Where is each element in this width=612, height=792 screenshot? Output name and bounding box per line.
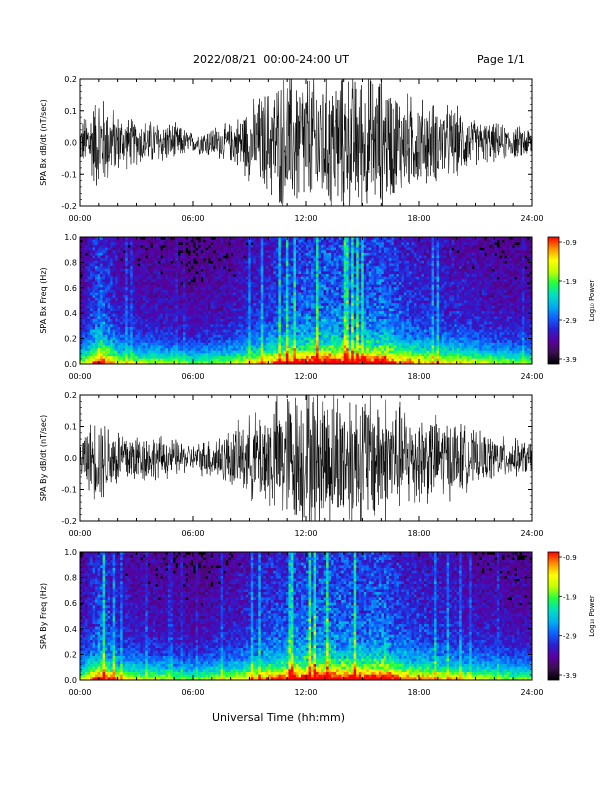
x-tick-label: 00:00 [68, 214, 91, 223]
colorbar-tick-label: -2.9 [563, 633, 577, 641]
y-axis-title: SPA By Freq (Hz) [39, 583, 48, 649]
figure-title: 2022/08/21 00:00-24:00 UT [193, 53, 350, 66]
x-tick-label: 00:00 [68, 529, 91, 538]
x-tick-label: 18:00 [407, 688, 430, 697]
y-tick-label: 0.8 [64, 574, 77, 583]
bx-spectrogram-plot [79, 236, 533, 365]
y-tick-label: 0.2 [64, 650, 77, 659]
y-axis-title: SPA By dB/dt (nT/sec) [39, 415, 48, 502]
y-tick-label: 0.1 [64, 107, 77, 116]
x-tick-label: 12:00 [294, 372, 317, 381]
x-tick-label: 00:00 [68, 372, 91, 381]
waveform-series [80, 395, 532, 521]
colorbar-bx-spectrogram: -0.9 -1.9 -2.9 -3.9 Log₁₀ Power [547, 236, 596, 365]
x-axis-bx-waveform: 00:00 06:00 12:00 18:00 24:00 [68, 79, 544, 223]
y-tick-label: -0.2 [61, 517, 77, 526]
colorbar-by-spectrogram: -0.9 -1.9 -2.9 -3.9 Log₁₀ Power [547, 551, 596, 681]
x-tick-label: 06:00 [181, 372, 204, 381]
by-waveform-plot [79, 394, 533, 522]
y-tick-label: -0.2 [61, 202, 77, 211]
y-tick-label: 0.0 [64, 360, 77, 369]
y-tick-label: 0.4 [64, 625, 77, 634]
y-tick-label: 0.2 [64, 75, 77, 84]
x-tick-label: 06:00 [181, 214, 204, 223]
bx-waveform-plot [79, 78, 533, 207]
y-tick-label: 0.6 [64, 284, 77, 293]
colorbar-title: Log₁₀ Power [588, 595, 596, 637]
x-axis-title: Universal Time (hh:mm) [212, 711, 345, 724]
x-tick-label: 12:00 [294, 529, 317, 538]
y-tick-label: 0.6 [64, 599, 77, 608]
y-tick-label: 0.0 [64, 454, 77, 463]
x-tick-label: 12:00 [294, 688, 317, 697]
colorbar-tick-label: -2.9 [563, 317, 577, 325]
spectrogram-cells [80, 552, 533, 681]
x-tick-label: 18:00 [407, 214, 430, 223]
y-axis-by-spectrogram: 1.0 0.8 0.6 0.4 0.2 0.0 SPA By Freq (Hz) [39, 548, 532, 685]
x-tick-label: 24:00 [520, 529, 543, 538]
colorbar-tick-label: -3.9 [563, 356, 577, 364]
y-axis-title: SPA Bx dB/dt (nT/sec) [39, 99, 48, 186]
y-tick-label: 0.0 [64, 139, 77, 148]
colorbar-gradient [547, 551, 560, 681]
y-tick-label: 1.0 [64, 233, 77, 242]
colorbar-tick-label: -1.9 [563, 278, 577, 286]
y-tick-label: 0.8 [64, 258, 77, 267]
y-tick-label: 0.2 [64, 335, 77, 344]
x-axis-by-spectrogram: 00:00 06:00 12:00 18:00 24:00 [68, 552, 544, 697]
spectrogram-cells [80, 237, 533, 365]
y-axis-by-waveform: 0.2 0.1 0.0 -0.1 -0.2 SPA By dB/dt (nT/sec) [39, 391, 532, 526]
y-tick-label: 0.1 [64, 423, 77, 432]
x-tick-label: 18:00 [407, 529, 430, 538]
x-tick-label: 24:00 [520, 372, 543, 381]
x-tick-label: 06:00 [181, 688, 204, 697]
waveform-series [80, 79, 532, 206]
x-axis-bx-spectrogram: 00:00 06:00 12:00 18:00 24:00 [68, 237, 544, 381]
y-tick-label: -0.1 [61, 170, 77, 179]
page-indicator: Page 1/1 [477, 53, 525, 66]
x-tick-label: 18:00 [407, 372, 430, 381]
x-tick-label: 24:00 [520, 214, 543, 223]
y-tick-label: 0.4 [64, 309, 77, 318]
y-tick-label: 0.2 [64, 391, 77, 400]
y-tick-label: 1.0 [64, 548, 77, 557]
y-tick-label: 0.0 [64, 676, 77, 685]
x-tick-label: 06:00 [181, 529, 204, 538]
x-tick-label: 00:00 [68, 688, 91, 697]
colorbar-tick-label: -3.9 [563, 672, 577, 680]
y-axis-title: SPA Bx Freq (Hz) [39, 267, 48, 333]
by-spectrogram-plot [79, 551, 533, 681]
x-axis-by-waveform: 00:00 06:00 12:00 18:00 24:00 [68, 395, 544, 538]
colorbar-tick-label: -1.9 [563, 593, 577, 601]
x-tick-label: 24:00 [520, 688, 543, 697]
colorbar-title: Log₁₀ Power [588, 280, 596, 322]
colorbar-tick-label: -0.9 [563, 239, 577, 247]
x-tick-label: 12:00 [294, 214, 317, 223]
y-tick-label: -0.1 [61, 486, 77, 495]
colorbar-tick-label: -0.9 [563, 554, 577, 562]
y-axis-bx-waveform: 0.2 0.1 0.0 -0.1 -0.2 SPA Bx dB/dt (nT/sec) [39, 75, 532, 211]
colorbar-gradient [547, 236, 560, 365]
